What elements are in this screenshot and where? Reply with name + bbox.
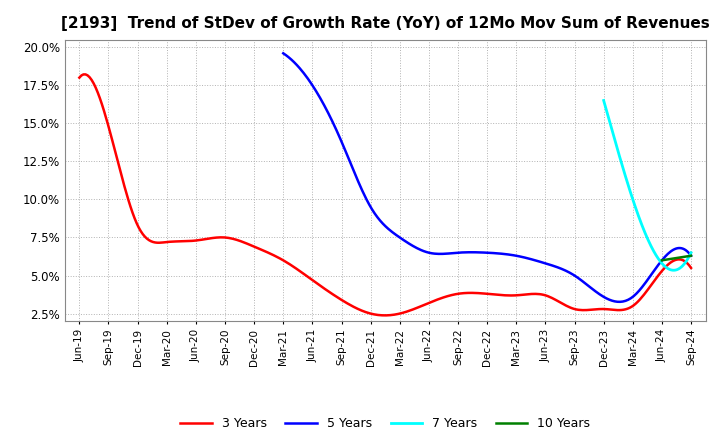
7 Years [679,263,688,268]
7 Years [673,267,682,272]
7 Years [651,252,660,257]
3 Years [634,299,642,304]
3 Years [77,73,86,78]
3 Years [595,307,603,312]
Line: 5 Years: 5 Years [283,53,691,302]
5 Years [279,51,287,56]
7 Years [669,268,678,273]
5 Years [521,255,529,260]
7 Years [652,252,660,257]
Line: 3 Years: 3 Years [79,74,691,315]
5 Years [650,268,659,273]
5 Years [280,51,289,57]
7 Years [599,98,608,103]
3 Years [81,72,90,77]
5 Years [614,299,623,304]
Title: [2193]  Trend of StDev of Growth Rate (YoY) of 12Mo Mov Sum of Revenues: [2193] Trend of StDev of Growth Rate (Yo… [60,16,710,32]
5 Years [528,257,537,262]
3 Years [444,293,452,299]
3 Years [441,294,450,299]
3 Years [380,313,389,318]
Line: 10 Years: 10 Years [662,256,691,260]
5 Years [687,253,696,258]
7 Years [653,254,662,260]
5 Years [522,255,531,260]
3 Years [75,75,84,80]
5 Years [624,297,633,302]
Line: 7 Years: 7 Years [603,100,691,270]
3 Years [687,265,696,271]
Legend: 3 Years, 5 Years, 7 Years, 10 Years: 3 Years, 5 Years, 7 Years, 10 Years [176,412,595,435]
7 Years [687,250,696,255]
7 Years [600,99,608,104]
10 Years [657,258,666,263]
10 Years [687,253,696,258]
3 Years [454,291,462,297]
